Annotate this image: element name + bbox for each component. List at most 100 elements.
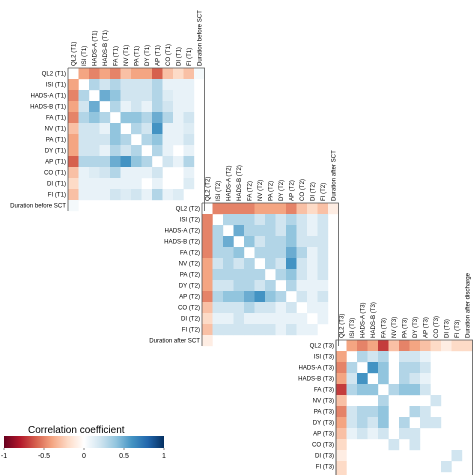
heatmap-block-2: QL2 (T2)ISI (T2)HADS-A (T2)HADS-B (T2)FA… [149,150,339,347]
heatmap-cell [357,340,368,352]
row-label: FA (T3) [314,387,334,394]
column-label: QL2 (T1) [70,42,77,66]
row-label: DY (T1) [45,148,66,155]
heatmap-cell [78,145,90,157]
heatmap-cell [173,79,184,91]
column-label: CO (T1) [165,44,172,66]
column-label: DY (T1) [144,45,151,66]
heatmap-cell [183,145,195,157]
block-frame [68,67,205,211]
heatmap-cell [275,313,287,325]
colorbar-ticks: -1 -0.5 0 0.5 1 [1,448,166,460]
heatmap-cell [328,203,339,215]
heatmap-cell [399,417,410,429]
heatmap-cell [296,313,308,325]
heatmap-cell [152,123,163,135]
heatmap-cell [223,236,234,248]
heatmap-cell [296,247,308,259]
heatmap-cell [378,340,389,352]
row-label: PA (T3) [314,409,334,416]
heatmap-cell [409,340,421,352]
heatmap-cell [336,450,347,462]
heatmap-cell [307,247,318,259]
row-label: CO (T3) [312,442,334,449]
heatmap-cell [244,214,255,226]
heatmap-cell [152,189,163,201]
heatmap-cell [173,90,184,102]
heatmap-cell [346,362,358,374]
heatmap-cell [110,145,121,157]
row-label: PA (T1) [46,137,66,144]
heatmap-cell [296,258,308,270]
heatmap-cell [346,406,358,418]
heatmap-cell [317,225,329,237]
heatmap-cell [244,225,255,237]
row-label: AP (T2) [179,294,200,301]
heatmap-cell [388,340,400,352]
heatmap-cell [378,406,389,418]
heatmap-cell [317,236,329,248]
heatmap-cell [120,178,132,190]
heatmap-cell [346,428,358,440]
colorbar-tick-label: 0 [82,453,86,460]
heatmap-cell [212,291,224,303]
heatmap-cell [99,178,111,190]
heatmap-cell [307,225,318,237]
row-label: PA (T2) [180,272,200,279]
row-label: QL2 (T1) [42,71,66,78]
heatmap-cell [78,101,90,113]
heatmap-cell [441,461,452,473]
heatmap-cell [141,79,153,91]
heatmap-cell [286,269,297,281]
heatmap-cell [296,225,308,237]
heatmap-cell [317,203,329,215]
heatmap-cell [388,384,400,396]
heatmap-cell [420,340,431,352]
heatmap-cell [212,280,224,292]
heatmap-cell [99,68,111,80]
heatmap-cell [131,68,142,80]
column-label: CO (T2) [299,179,306,201]
heatmap-cell [254,203,266,215]
heatmap-cell [317,291,329,303]
heatmap-cell [223,203,234,215]
heatmap-cell [286,313,297,325]
row-label: AP (T1) [45,159,66,166]
column-label: HADS-B (T2) [236,165,243,201]
column-label: HADS-B (T1) [102,30,109,66]
heatmap-cell [89,123,100,135]
heatmap-cell [120,68,132,80]
heatmap-cell [173,156,184,168]
heatmap-cell [409,351,421,363]
heatmap-cell [317,280,329,292]
heatmap-cell [120,167,132,179]
heatmap-cell [89,68,100,80]
column-label: DI (T3) [443,319,450,338]
heatmap-cell [212,203,224,215]
heatmap-cell [78,167,90,179]
row-label: ISI (T1) [46,82,66,89]
heatmap-cell [212,258,224,270]
column-label: FA (T3) [380,318,387,338]
heatmap-cell [286,236,297,248]
heatmap-cell [244,269,255,281]
heatmap-blocks: QL2 (T1)ISI (T1)HADS-A (T1)HADS-B (T1)FA… [10,10,473,475]
heatmap-cell [131,123,142,135]
heatmap-cell [78,178,90,190]
row-label: FI (T1) [48,192,66,199]
heatmap-cell [451,340,463,352]
heatmap-cell [409,406,421,418]
heatmap-cell [89,167,100,179]
heatmap-cell [131,167,142,179]
heatmap-cell [110,178,121,190]
row-label: NV (T3) [313,398,334,405]
heatmap-cell [78,189,90,201]
row-label: QL2 (T3) [310,343,334,350]
row-label: HADS-B (T2) [164,239,200,246]
heatmap-cell [265,280,276,292]
heatmap-cell [223,269,234,281]
row-label: DI (T2) [181,316,200,323]
heatmap-cell [152,167,163,179]
colorbar-tick-label: 0.5 [119,453,129,460]
colorbar-tick-label: -0.5 [38,453,50,460]
